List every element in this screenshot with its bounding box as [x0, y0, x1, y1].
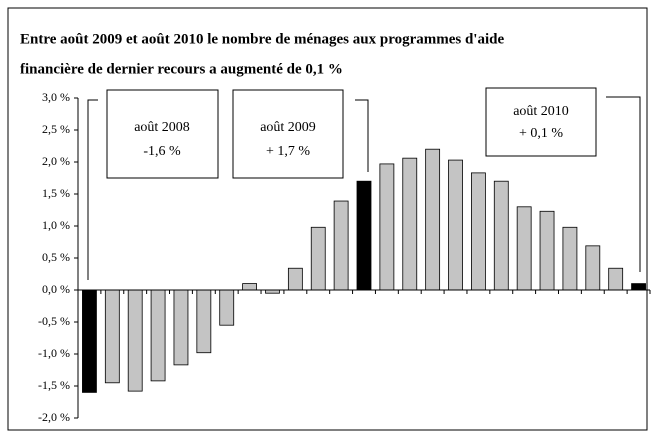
- bar: [242, 283, 258, 291]
- bar: [425, 148, 441, 291]
- annotation-line: [87, 99, 98, 280]
- y-tick-label: -0,5 %: [38, 314, 70, 328]
- chart-title: Entre août 2009 et août 2010 le nombre d…: [20, 31, 504, 47]
- annotations: [87, 87, 641, 280]
- annotation-line: [606, 96, 641, 272]
- bar: [493, 180, 509, 291]
- bar: [150, 289, 166, 382]
- bar: [631, 283, 646, 291]
- bar: [173, 289, 189, 366]
- annotation-text: + 1,7 %: [266, 144, 310, 159]
- bar: [516, 206, 532, 291]
- bar: [104, 289, 120, 384]
- annotation-line: [355, 99, 369, 172]
- y-tick-label: 0,5 %: [42, 250, 70, 264]
- bar: [196, 289, 212, 354]
- y-tick-label: 1,5 %: [42, 186, 70, 200]
- chart-title: financière de dernier recours a augmenté…: [20, 61, 343, 77]
- y-tick-label: 1,0 %: [42, 218, 70, 232]
- bar: [287, 267, 303, 291]
- y-tick-label: -1,5 %: [38, 378, 70, 392]
- bar: [310, 226, 326, 291]
- y-tick-label: 3,0 %: [42, 90, 70, 104]
- bar: [402, 157, 418, 291]
- bar: [82, 289, 97, 393]
- annotation-text: août 2009: [260, 120, 316, 135]
- bar: [379, 163, 395, 291]
- annotation-box: [232, 89, 344, 179]
- bar: [470, 172, 486, 291]
- bar: [448, 159, 463, 291]
- bar: [562, 226, 578, 291]
- annotation-box: [485, 87, 597, 157]
- y-tick-label: 0,0 %: [42, 282, 70, 296]
- annotation-text: + 0,1 %: [519, 126, 563, 141]
- y-tick-label: -2,0 %: [38, 410, 70, 424]
- annotation-text: -1,6 %: [143, 144, 181, 159]
- annotation-text: août 2010: [513, 104, 569, 119]
- bar: [585, 245, 601, 291]
- bar: [333, 200, 349, 291]
- y-tick-label: 2,0 %: [42, 154, 70, 168]
- annotation-text: août 2008: [134, 120, 190, 135]
- y-tick-label: -1,0 %: [38, 346, 70, 360]
- y-tick-label: 2,5 %: [42, 122, 70, 136]
- bar: [219, 289, 235, 326]
- annotation-box: [106, 89, 219, 179]
- bar: [127, 289, 143, 392]
- bar: [539, 210, 555, 291]
- bar: [608, 267, 624, 291]
- bar: [356, 180, 372, 291]
